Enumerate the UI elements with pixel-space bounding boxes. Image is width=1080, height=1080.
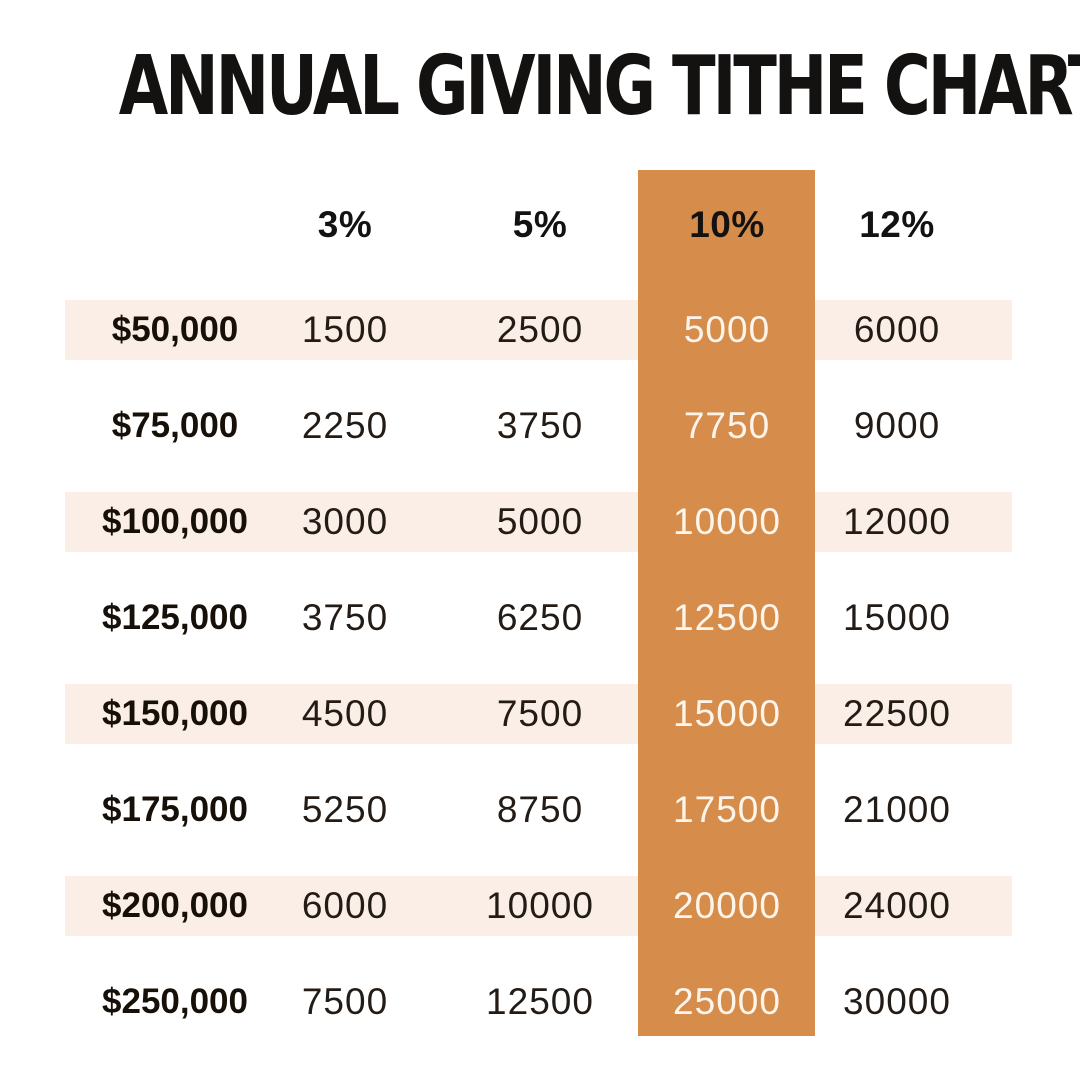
income-label: $75,000 (111, 406, 239, 445)
column-header-5pct: 5% (512, 204, 568, 245)
value-cell: 6250 (496, 597, 584, 638)
value-cell: 10000 (673, 501, 781, 542)
row-stripe (65, 876, 1012, 936)
value-cell: 9000 (853, 405, 941, 446)
value-cell: 30000 (843, 981, 951, 1022)
value-cell: 5000 (683, 309, 771, 350)
table-row: $250,000 7500 12500 25000 30000 (65, 972, 1012, 1032)
value-cell: 3750 (301, 597, 389, 638)
value-cell: 7500 (496, 693, 584, 734)
table-row: $50,000 1500 2500 5000 6000 (65, 300, 1012, 360)
column-header-12pct: 12% (859, 204, 935, 245)
table-header-row: 3% 5% 10% 12% (65, 177, 1012, 273)
table-row: $100,000 3000 5000 10000 12000 (65, 492, 1012, 552)
table-row: $150,000 4500 7500 15000 22500 (65, 684, 1012, 744)
value-cell: 20000 (673, 885, 781, 926)
value-cell: 7750 (683, 405, 771, 446)
value-cell: 24000 (843, 885, 951, 926)
value-cell: 17500 (673, 789, 781, 830)
income-label: $175,000 (102, 790, 248, 829)
income-label: $200,000 (102, 886, 248, 925)
value-cell: 22500 (843, 693, 951, 734)
table-row: $200,000 6000 10000 20000 24000 (65, 876, 1012, 936)
value-cell: 10000 (486, 885, 594, 926)
income-label: $150,000 (102, 694, 248, 733)
table-row: $125,000 3750 6250 12500 15000 (65, 588, 1012, 648)
value-cell: 12500 (673, 597, 781, 638)
value-cell: 25000 (673, 981, 781, 1022)
row-stripe (65, 492, 1012, 552)
value-cell: 2250 (301, 405, 389, 446)
value-cell: 15000 (843, 597, 951, 638)
value-cell: 6000 (301, 885, 389, 926)
income-label: $100,000 (102, 502, 248, 541)
table-row: $175,000 5250 8750 17500 21000 (65, 780, 1012, 840)
value-cell: 7500 (301, 981, 389, 1022)
value-cell: 3000 (301, 501, 389, 542)
value-cell: 5250 (301, 789, 389, 830)
table-row: $75,000 2250 3750 7750 9000 (65, 396, 1012, 456)
page-title: ANNUAL GIVING TITHE CHART (118, 39, 1080, 134)
value-cell: 8750 (496, 789, 584, 830)
value-cell: 4500 (301, 693, 389, 734)
highlight-column-band (638, 170, 815, 1036)
row-stripe (65, 300, 1012, 360)
value-cell: 2500 (496, 309, 584, 350)
income-label: $250,000 (102, 982, 248, 1021)
column-header-3pct: 3% (317, 204, 373, 245)
value-cell: 21000 (843, 789, 951, 830)
value-cell: 5000 (496, 501, 584, 542)
column-header-10pct: 10% (689, 204, 765, 245)
income-label: $125,000 (102, 598, 248, 637)
value-cell: 1500 (301, 309, 389, 350)
value-cell: 6000 (853, 309, 941, 350)
value-cell: 12000 (843, 501, 951, 542)
row-stripe (65, 684, 1012, 744)
income-label: $50,000 (111, 310, 239, 349)
value-cell: 12500 (486, 981, 594, 1022)
value-cell: 15000 (673, 693, 781, 734)
value-cell: 3750 (496, 405, 584, 446)
